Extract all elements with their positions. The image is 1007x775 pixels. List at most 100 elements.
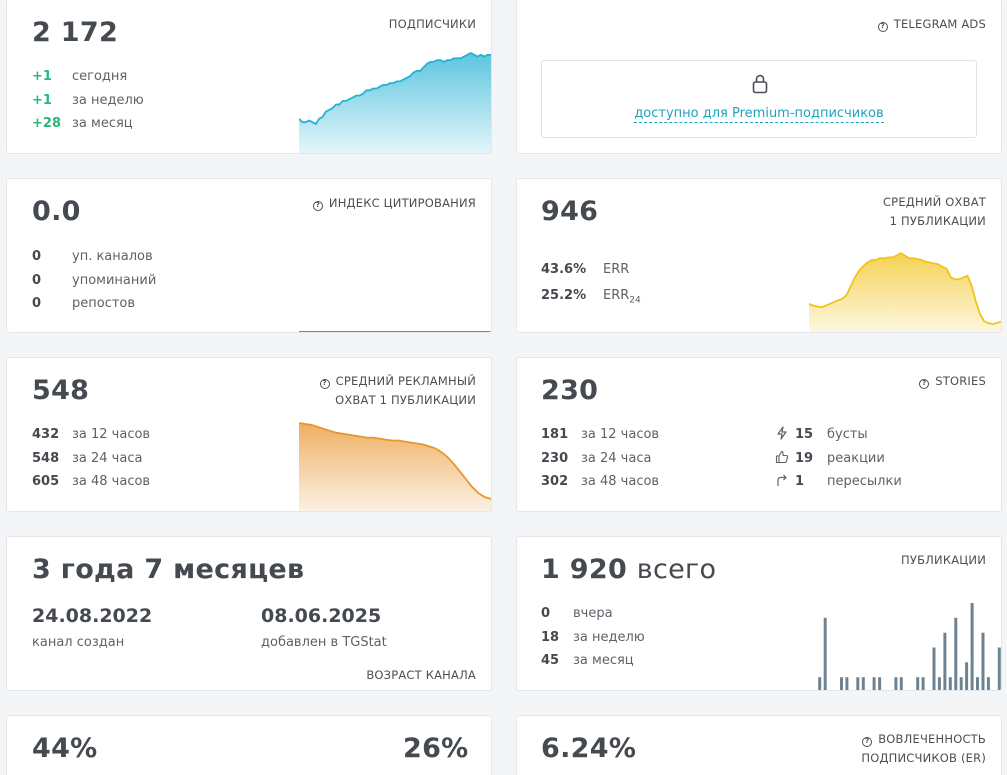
- bar: [937, 677, 941, 690]
- stories-label: ? STORIES: [919, 372, 986, 391]
- avg-reach-label: СРЕДНИЙ ОХВАТ 1 ПУБЛИКАЦИИ: [882, 195, 986, 228]
- thumbs-up-icon: [775, 450, 789, 463]
- bar: [976, 677, 979, 690]
- ad-reach-list: 432 за 12 часов 548 за 24 часа 605 за 48 ча…: [32, 423, 150, 494]
- tgstat-added-label: добавлен в TGStat: [261, 635, 387, 650]
- bar: [981, 632, 985, 690]
- stories-list: 181 за 12 часов 230 за 24 часа 302 за 48 ча…: [541, 423, 659, 494]
- bar: [965, 662, 969, 690]
- bar: [861, 677, 865, 690]
- ad-reach-label: ? СРЕДНИЙ РЕКЛАМНЫЙ ОХВАТ 1 ПУБЛИКАЦИИ: [319, 372, 476, 410]
- stories-row: 230 за 24 часа: [541, 450, 652, 466]
- info-icon: ?: [862, 737, 873, 747]
- share-arrow-icon: [777, 474, 787, 486]
- citation-index-card[interactable]: 0.0 ? ИНДЕКС ЦИТИРОВАНИЯ 0 уп. каналов 0 уп…: [6, 178, 492, 333]
- channel-age-value: 3 года 7 месяцев: [32, 554, 305, 585]
- publications-row: 45 за месяц: [541, 653, 634, 668]
- stories-stat-row: 1 пересылки: [775, 470, 902, 494]
- avg-reach-card[interactable]: 946 СРЕДНИЙ ОХВАТ 1 ПУБЛИКАЦИИ 43.6% ERR …: [516, 178, 1002, 333]
- publications-row: 0 вчера: [541, 606, 613, 621]
- growth-row: +1 за неделю: [32, 92, 144, 108]
- growth-row: +28 за месяц: [32, 116, 133, 131]
- lightning-icon: [777, 426, 787, 440]
- percent-left-value: 44%: [32, 733, 98, 764]
- bar: [932, 647, 936, 690]
- ad-reach-row: 605 за 48 часов: [32, 474, 151, 489]
- ad-reach-card[interactable]: 548 ? СРЕДНИЙ РЕКЛАМНЫЙ ОХВАТ 1 ПУБЛИКАЦИ…: [6, 357, 492, 512]
- subscribers-sparkline: [299, 51, 491, 153]
- engagement-label: ? ВОВЛЕЧЕННОСТЬ ПОДПИСЧИКОВ (ER): [861, 732, 986, 765]
- publications-list: 0 вчера 18 за неделю 45 за месяц: [541, 602, 645, 673]
- bar: [916, 677, 920, 690]
- info-icon: ?: [919, 379, 930, 389]
- citation-row: 0 упоминаний: [32, 272, 157, 288]
- bar: [948, 677, 952, 690]
- bar: [943, 632, 947, 690]
- citation-row: 0 уп. каналов: [32, 249, 153, 264]
- bar: [899, 677, 903, 690]
- percent-right-value: 26%: [403, 733, 469, 764]
- subscribers-count: 2 172: [32, 17, 119, 48]
- tgstat-added-date: 08.06.2025: [261, 605, 382, 627]
- engagement-value: 6.24%: [541, 733, 637, 764]
- premium-lock-box: доступно для Premium-подписчиков: [541, 60, 977, 138]
- ad-reach-row: 548 за 24 часа: [32, 450, 143, 466]
- citation-sparkline-baseline: [299, 330, 491, 332]
- telegram-ads-card: ? TELEGRAM ADS доступно для Premium-подпи…: [516, 0, 1002, 154]
- stories-stat-row: 19 реакции: [775, 447, 902, 471]
- sparkline-area: [809, 253, 1001, 332]
- info-icon: ?: [312, 201, 323, 211]
- publications-label: ПУБЛИКАЦИИ: [901, 553, 986, 567]
- growth-row: +1 сегодня: [32, 69, 128, 84]
- publications-value: 1 920 всего: [541, 554, 717, 585]
- engagement-card[interactable]: 6.24% ? ВОВЛЕЧЕННОСТЬ ПОДПИСЧИКОВ (ER): [516, 715, 1002, 775]
- citation-row: 0 репостов: [32, 296, 136, 311]
- bar: [894, 677, 898, 690]
- subscribers-growth-list: +1 сегодня +1 за неделю +28 за месяц: [32, 65, 144, 136]
- ad-reach-value: 548: [32, 375, 90, 406]
- channel-age-card: 3 года 7 месяцев 24.08.2022 канал создан…: [6, 536, 492, 691]
- subscribers-label: ПОДПИСЧИКИ: [388, 17, 476, 31]
- ad-reach-row: 432 за 12 часов: [32, 427, 151, 442]
- avg-reach-sparkline: [809, 251, 1001, 332]
- bar: [997, 647, 1001, 690]
- citation-index-value: 0.0: [32, 196, 81, 227]
- bar: [823, 617, 827, 690]
- channel-created-label: канал создан: [32, 635, 125, 650]
- err-row: 43.6% ERR: [541, 262, 630, 277]
- stories-row: 302 за 48 часов: [541, 474, 660, 489]
- info-icon: ?: [877, 22, 888, 32]
- premium-link[interactable]: доступно для Premium-подписчиков: [634, 106, 884, 123]
- stories-stat-row: 15 бусты: [775, 423, 902, 447]
- sparkline-line: [809, 251, 1001, 325]
- subscribers-card[interactable]: 2 172 ПОДПИСЧИКИ +1 сегодня +1 за неделю +…: [6, 0, 492, 154]
- stories-row: 181 за 12 часов: [541, 427, 660, 442]
- publications-sparkline: [818, 603, 1001, 690]
- sparkline-line: [299, 422, 491, 500]
- avg-reach-value: 946: [541, 196, 599, 227]
- publications-row: 18 за неделю: [541, 629, 645, 645]
- bar: [845, 677, 849, 690]
- sparkline-area: [299, 423, 491, 511]
- bar: [921, 677, 925, 690]
- citation-index-label: ? ИНДЕКС ЦИТИРОВАНИЯ: [312, 194, 476, 213]
- stories-value: 230: [541, 375, 599, 406]
- channel-created-date: 24.08.2022: [32, 605, 153, 627]
- err-list: 43.6% ERR 25.2% ERR24: [541, 257, 641, 309]
- bar: [986, 677, 990, 690]
- ad-reach-sparkline: [299, 422, 491, 511]
- publications-card[interactable]: 1 920 всего ПУБЛИКАЦИИ 0 вчера 18 за недел…: [516, 536, 1002, 691]
- bar: [878, 677, 882, 690]
- info-icon: ?: [319, 379, 330, 389]
- bar: [959, 677, 963, 690]
- sparkline-line: [299, 51, 491, 126]
- citation-list: 0 уп. каналов 0 упоминаний 0 репостов: [32, 245, 156, 316]
- percent-card[interactable]: 44% 26%: [6, 715, 492, 775]
- telegram-ads-label: ? TELEGRAM ADS: [877, 15, 986, 34]
- lock-icon: [752, 74, 768, 94]
- stories-card[interactable]: 230 ? STORIES 181 за 12 часов 230 за 24 час…: [516, 357, 1002, 512]
- bar: [856, 677, 860, 690]
- bar: [818, 677, 822, 690]
- bar: [954, 617, 958, 690]
- bar: [872, 677, 876, 690]
